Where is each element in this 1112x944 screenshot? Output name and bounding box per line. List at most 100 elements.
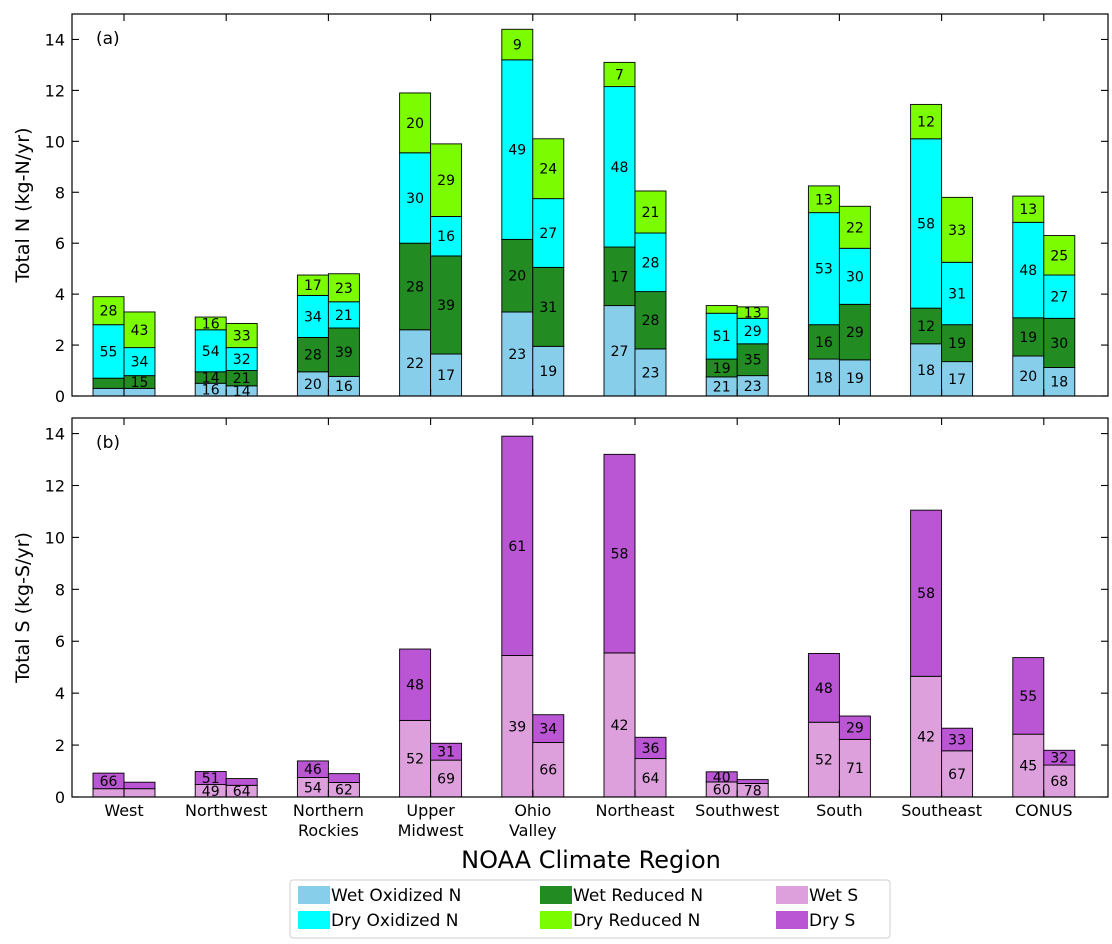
bar-segment-dry-oxidized-n — [838, 247, 871, 305]
bar-segment-dry-reduced-n — [501, 28, 534, 61]
bar-segment-wet-oxidized-n — [399, 329, 432, 397]
x-tick-label: Northeast — [595, 801, 674, 820]
bar-segment-label: 46 — [304, 762, 322, 778]
legend-label: Wet S — [809, 886, 858, 906]
bar-segment-label: 71 — [846, 761, 864, 777]
bar-segment-label: 16 — [437, 229, 455, 245]
bar-segment-label: 13 — [744, 306, 762, 322]
bar-segment-label: 30 — [1050, 336, 1068, 352]
bar-segment-label: 9 — [513, 38, 522, 54]
bar-segment-label: 36 — [642, 741, 660, 757]
bar-segment-dry-s — [705, 771, 738, 783]
bar-segment-label: 45 — [1019, 759, 1037, 775]
legend-swatch — [298, 911, 330, 929]
bar-segment-label: 51 — [713, 329, 731, 345]
bar-segment-label: 16 — [815, 335, 833, 351]
bar-segment-dry-oxidized-n — [634, 232, 667, 293]
legend: Wet Oxidized N Wet Reduced N Wet S Dry Oxid… — [289, 879, 891, 939]
bar-segment-label: 30 — [406, 191, 424, 207]
bar-segment-dry-reduced-n — [1043, 235, 1076, 276]
bar-segment-label: 60 — [713, 782, 731, 798]
bar-segment-label: 69 — [437, 772, 455, 788]
bar-segment-wet-s — [807, 721, 840, 798]
bar-segment-wet-reduced-n — [838, 303, 871, 361]
bar-segment-label: 39 — [508, 719, 526, 735]
bar-segment-dry-reduced-n — [705, 305, 738, 314]
bar-segment-dry-s — [327, 773, 360, 783]
bar-segment-label: 35 — [744, 353, 762, 369]
bar-segment-wet-s — [123, 788, 156, 798]
bar-segment-label: 62 — [335, 783, 353, 799]
bar-segment-label: 24 — [539, 162, 557, 178]
bar-segment-dry-s — [736, 779, 769, 784]
bar-segment-dry-reduced-n — [327, 273, 360, 303]
bar-segment-label: 22 — [406, 356, 424, 372]
bar-segment-label: 21 — [713, 379, 731, 395]
bar-segment-label: 31 — [948, 286, 966, 302]
bar-segment-wet-reduced-n — [399, 242, 432, 331]
bar-segment-label: 29 — [437, 173, 455, 189]
bar-segment-dry-oxidized-n — [123, 347, 156, 377]
bar-segment-label: 13 — [1019, 202, 1037, 218]
bar-segment-label: 18 — [1050, 375, 1068, 391]
bar-segment-wet-s — [1012, 733, 1045, 798]
bar-segment-dry-reduced-n — [225, 322, 258, 349]
bar-segment-label: 20 — [304, 377, 322, 393]
bar-segment-dry-reduced-n — [910, 103, 943, 140]
y-tick-label: 4 — [55, 684, 65, 703]
bar-segment-dry-s — [910, 509, 943, 677]
bar-segment-label: 14 — [202, 371, 220, 387]
y-tick-label: 4 — [55, 285, 65, 304]
bar-segment-label: 21 — [642, 205, 660, 221]
bar-segment-label: 58 — [611, 547, 629, 563]
bar-segment-label: 12 — [917, 319, 935, 335]
bar-segment-label: 23 — [744, 379, 762, 395]
bar-segment-dry-reduced-n — [1012, 195, 1045, 223]
bar-segment-label: 13 — [815, 192, 833, 208]
bar-segment-label: 16 — [335, 379, 353, 395]
bar-segment-dry-reduced-n — [399, 92, 432, 154]
legend-label: Dry Reduced N — [573, 911, 700, 931]
bar-segment-label: 16 — [202, 383, 220, 399]
bar-segment-wet-s — [1043, 764, 1076, 798]
bar-segment-wet-reduced-n — [634, 291, 667, 350]
y-tick-label: 14 — [45, 30, 65, 49]
bar-segment-dry-oxidized-n — [92, 324, 125, 379]
bar-segment-wet-reduced-n — [1043, 317, 1076, 368]
bar-segment-dry-s — [194, 771, 227, 785]
y-tick-label: 6 — [55, 632, 65, 651]
bar-segment-label: 52 — [406, 752, 424, 768]
panel-tag: (b) — [96, 433, 120, 453]
bar-segment-dry-s — [399, 648, 432, 721]
bar-segment-dry-reduced-n — [532, 138, 565, 200]
bar-segment-label: 51 — [202, 771, 220, 787]
bar-segment-wet-reduced-n — [532, 266, 565, 347]
y-tick-label: 10 — [45, 528, 65, 547]
bar-segment-label: 18 — [917, 363, 935, 379]
bar-segment-dry-oxidized-n — [736, 317, 769, 345]
bar-segment-dry-s — [807, 652, 840, 723]
x-tick-label: Upper Midwest — [398, 801, 464, 840]
y-axis-title: Total S (kg-S/yr) — [12, 532, 34, 684]
y-tick-label: 0 — [55, 387, 65, 406]
bar-segment-label: 19 — [846, 371, 864, 387]
bar-segment-label: 34 — [304, 309, 322, 325]
bar-segment-label: 42 — [917, 730, 935, 746]
bar-segment-wet-oxidized-n — [603, 305, 636, 397]
x-tick-label: South — [816, 801, 863, 820]
x-axis-category-labels: West Northwest Northern Rockies Upper Midwest… — [104, 801, 1072, 840]
bar-segment-wet-s — [430, 759, 463, 798]
y-tick-label: 6 — [55, 234, 65, 253]
bar-segment-label: 54 — [304, 780, 322, 796]
bar-segment-dry-s — [941, 727, 974, 752]
panel-a-total-n: 5528153443161454161421323320283417163921… — [12, 13, 1109, 406]
bar-segment-label: 29 — [846, 325, 864, 341]
bar-segment-wet-reduced-n — [92, 377, 125, 389]
bar-segment-dry-oxidized-n — [327, 301, 360, 329]
bar-segment-dry-reduced-n — [430, 143, 463, 217]
bar-segment-label: 64 — [642, 771, 660, 787]
bar-segment-wet-reduced-n — [501, 238, 534, 313]
x-tick-label: West — [104, 801, 143, 820]
bar-segment-dry-s — [634, 736, 667, 760]
